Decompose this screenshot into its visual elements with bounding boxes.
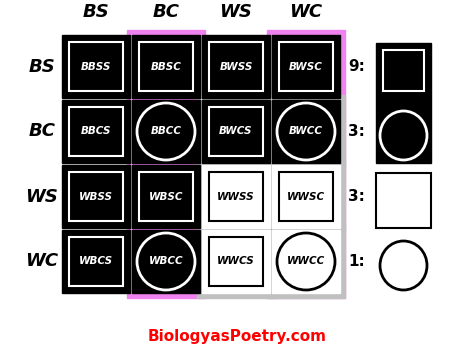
Bar <box>209 237 263 286</box>
Bar <box>209 42 263 91</box>
Text: WWCC: WWCC <box>287 257 325 267</box>
Text: 9:: 9: <box>348 59 365 74</box>
Text: BC: BC <box>153 3 180 21</box>
Bar <box>197 160 275 233</box>
Bar <box>279 42 333 91</box>
Bar <box>132 230 200 293</box>
Bar <box>209 172 263 221</box>
Text: WC: WC <box>290 3 323 21</box>
Bar <box>132 165 200 228</box>
Bar <box>132 35 200 98</box>
Bar <box>62 100 130 163</box>
Text: WWSS: WWSS <box>217 191 255 202</box>
Text: WS: WS <box>26 187 58 206</box>
Text: BS: BS <box>28 58 55 76</box>
Bar <box>139 42 193 91</box>
Text: WWSC: WWSC <box>287 191 325 202</box>
Bar <box>267 225 345 298</box>
Bar <box>267 95 345 168</box>
Text: WBCC: WBCC <box>149 257 183 267</box>
Bar <box>267 30 345 298</box>
Text: WWCS: WWCS <box>217 257 255 267</box>
Bar <box>272 230 340 293</box>
Text: BWSS: BWSS <box>219 61 253 71</box>
Text: BS: BS <box>82 3 109 21</box>
Bar <box>267 160 345 233</box>
Text: BC: BC <box>28 122 55 141</box>
Text: WBSS: WBSS <box>79 191 113 202</box>
Bar <box>202 165 270 228</box>
Text: 3:: 3: <box>348 124 365 139</box>
Bar <box>376 43 431 163</box>
Bar <box>376 238 431 293</box>
Bar <box>202 100 270 163</box>
Bar <box>69 107 123 156</box>
Bar <box>376 173 431 228</box>
Text: 3:: 3: <box>348 189 365 204</box>
Bar <box>383 50 424 91</box>
Text: WC: WC <box>26 252 59 271</box>
Bar <box>139 172 193 221</box>
Bar <box>197 95 275 168</box>
Bar <box>272 35 340 98</box>
Text: BBSC: BBSC <box>151 61 182 71</box>
Bar <box>62 35 130 98</box>
Bar <box>132 100 200 163</box>
Text: BBCC: BBCC <box>151 126 182 137</box>
Text: BiologyasPoetry.com: BiologyasPoetry.com <box>147 329 327 344</box>
Bar <box>272 165 340 228</box>
Text: WS: WS <box>219 3 253 21</box>
Bar <box>209 107 263 156</box>
Bar <box>127 30 205 298</box>
Text: BBSS: BBSS <box>81 61 111 71</box>
Text: 1:: 1: <box>348 254 365 269</box>
Text: BBCS: BBCS <box>81 126 111 137</box>
Bar <box>62 230 130 293</box>
Bar <box>69 172 123 221</box>
Text: BWSC: BWSC <box>289 61 323 71</box>
Text: WBSC: WBSC <box>149 191 183 202</box>
Bar <box>272 100 340 163</box>
Bar <box>69 237 123 286</box>
Bar <box>376 173 431 228</box>
Text: BWCC: BWCC <box>289 126 323 137</box>
Bar <box>69 42 123 91</box>
Text: WBCS: WBCS <box>79 257 113 267</box>
Bar <box>62 165 130 228</box>
Bar <box>197 225 275 298</box>
Bar <box>279 172 333 221</box>
Bar <box>202 230 270 293</box>
Bar <box>202 35 270 98</box>
Text: BWCS: BWCS <box>219 126 253 137</box>
